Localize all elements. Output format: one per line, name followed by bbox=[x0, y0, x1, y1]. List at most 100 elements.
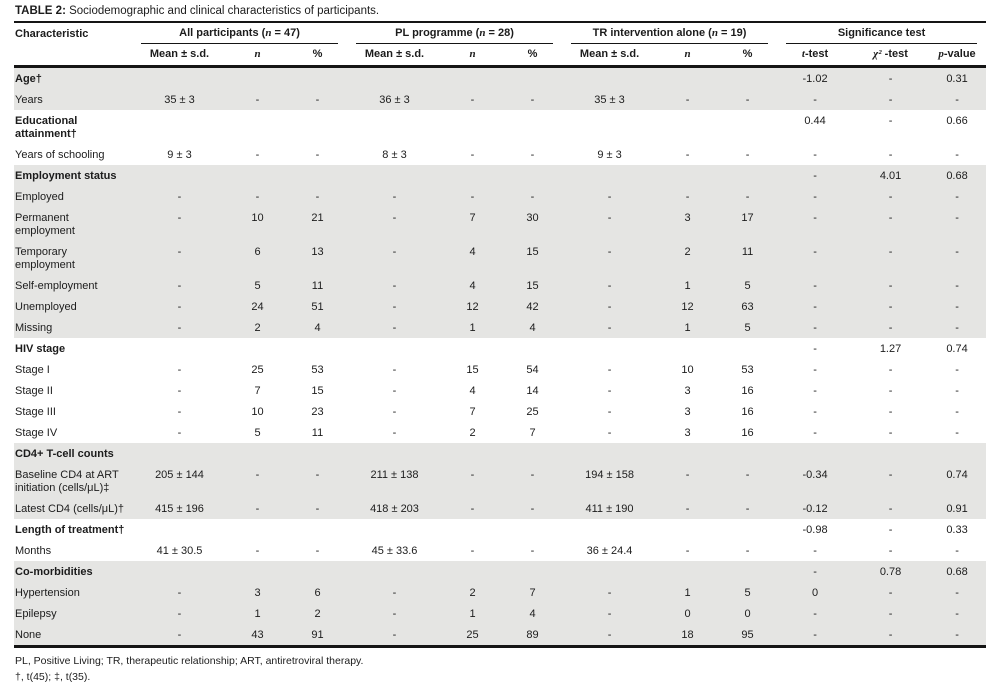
table-cell: - bbox=[955, 608, 959, 620]
table-cell: - bbox=[392, 301, 397, 313]
table-cell: - bbox=[888, 191, 893, 203]
table-cell: 41 ± 30.5 bbox=[156, 545, 203, 557]
row-label: None bbox=[15, 629, 42, 641]
table-cell: 7 bbox=[529, 587, 536, 599]
column-header-mean-sd: Mean ± s.d. bbox=[132, 44, 227, 68]
table-cell: - bbox=[813, 385, 817, 397]
table-cell: 6 bbox=[254, 246, 261, 258]
group-label: = 28) bbox=[485, 27, 514, 39]
table-cell: 63 bbox=[741, 301, 754, 313]
table-cell: - bbox=[888, 608, 893, 620]
table-cell: - bbox=[888, 385, 893, 397]
t-symbol: t bbox=[801, 48, 805, 60]
table-cell: - bbox=[470, 191, 475, 203]
table-cell bbox=[657, 561, 718, 582]
table-cell bbox=[288, 67, 347, 90]
table-row: Self-employment -5 11-4 15-1 5- - - bbox=[14, 275, 987, 296]
row-label: Educational attainment† bbox=[15, 115, 78, 140]
row-label: Self-employment bbox=[15, 280, 98, 292]
table-cell: - bbox=[392, 427, 397, 439]
table-cell: - bbox=[470, 94, 475, 106]
table-cell: 15 bbox=[466, 364, 479, 376]
table-cell: - bbox=[255, 469, 260, 481]
table-cell: 0.68 bbox=[946, 566, 968, 578]
table-cell bbox=[132, 338, 227, 359]
row-label: Length of treatment† bbox=[15, 524, 125, 536]
table-cell bbox=[503, 165, 562, 186]
table-cell: 3 bbox=[684, 427, 691, 439]
table-cell: - bbox=[888, 503, 893, 515]
table-cell: 4 bbox=[529, 322, 536, 334]
group-label: PL programme ( bbox=[395, 27, 480, 39]
n-symbol: n bbox=[479, 27, 486, 39]
table-cell bbox=[853, 443, 928, 464]
table-cell: - bbox=[177, 608, 182, 620]
table-cell: 418 ± 203 bbox=[370, 503, 419, 515]
table-cell: - bbox=[530, 545, 535, 557]
table-cell: 23 bbox=[311, 406, 324, 418]
column-header-t-test: t-test bbox=[777, 44, 854, 68]
table-cell: 194 ± 158 bbox=[585, 469, 634, 481]
table-cell bbox=[718, 338, 777, 359]
table-cell: - bbox=[888, 246, 893, 258]
table-cell: - bbox=[315, 545, 320, 557]
section-row: Employment status - 4.01 0.68 bbox=[14, 165, 987, 186]
table-row: None - 43 91 - 25 89 - 18 95 - - - bbox=[14, 624, 987, 645]
table-cell: - bbox=[607, 191, 612, 203]
participants-table: Characteristic All participants (n = 47)… bbox=[14, 23, 987, 645]
subheader-row: Mean ± s.d. n % Mean ± s.d. n % Mean ± s… bbox=[14, 44, 987, 68]
table-cell bbox=[562, 519, 657, 540]
table-cell: 0.74 bbox=[946, 469, 968, 481]
row-label: Stage I bbox=[15, 364, 50, 376]
table-cell: 0.33 bbox=[946, 524, 968, 536]
table-cell bbox=[718, 519, 777, 540]
table-cell: -0.98 bbox=[802, 524, 828, 536]
table-cell: - bbox=[888, 524, 893, 536]
table-cell bbox=[718, 110, 777, 144]
table-cell: 1 bbox=[684, 322, 691, 334]
table-cell bbox=[562, 110, 657, 144]
table-cell: - bbox=[607, 427, 612, 439]
table-cell: - bbox=[813, 629, 817, 641]
table-cell bbox=[227, 519, 288, 540]
column-header-mean-sd: Mean ± s.d. bbox=[347, 44, 442, 68]
group-header-row: Characteristic All participants (n = 47)… bbox=[14, 23, 986, 68]
table-cell: - bbox=[813, 343, 817, 355]
table-cell bbox=[562, 338, 657, 359]
table-cell: - bbox=[607, 301, 612, 313]
table-cell: - bbox=[255, 94, 260, 106]
section-row: Educational attainment† 0.44 - 0.66 bbox=[14, 110, 986, 144]
table-cell: 4 bbox=[469, 246, 476, 258]
row-label: Years of schooling bbox=[15, 149, 105, 161]
table-cell: - bbox=[888, 94, 893, 106]
table-cell: - bbox=[177, 427, 182, 439]
table-cell: 0.66 bbox=[946, 115, 968, 127]
table-cell: 7 bbox=[469, 406, 476, 418]
table-cell: 25 bbox=[466, 629, 479, 641]
table-cell: - bbox=[530, 149, 535, 161]
table-cell: - bbox=[470, 149, 475, 161]
table-cell bbox=[562, 443, 657, 464]
column-header-p-value: p-value bbox=[928, 44, 987, 68]
table-cell: 0.68 bbox=[946, 170, 968, 182]
table-cell: 1 bbox=[254, 608, 261, 620]
row-label: Employment status bbox=[15, 170, 117, 182]
table-cell: 4 bbox=[314, 322, 321, 334]
table-cell bbox=[503, 67, 562, 90]
table-cell: - bbox=[813, 191, 817, 203]
table-cell: - bbox=[530, 503, 535, 515]
chi-square-symbol: χ² bbox=[873, 48, 882, 60]
column-header-percent: % bbox=[503, 44, 563, 68]
table-row: Years 35 ± 3 - - 36 ± 3 - - 35 ± 3 - - - - - bbox=[14, 89, 987, 110]
table-row: Permanent employment - 10 21 - 7 30 - 3 17 - - - bbox=[14, 207, 987, 241]
table-cell: - bbox=[607, 406, 612, 418]
table-cell bbox=[503, 110, 562, 144]
table-cell: - bbox=[177, 280, 182, 292]
row-label: Co-morbidities bbox=[15, 566, 93, 578]
table-cell: - bbox=[392, 280, 397, 292]
table-cell: 45 ± 33.6 bbox=[371, 545, 418, 557]
table-cell bbox=[288, 338, 347, 359]
row-label: Stage II bbox=[15, 385, 53, 397]
table-row: Baseline CD4 at ART initiation (cells/μL… bbox=[14, 464, 987, 498]
table-cell: 2 bbox=[684, 246, 691, 258]
